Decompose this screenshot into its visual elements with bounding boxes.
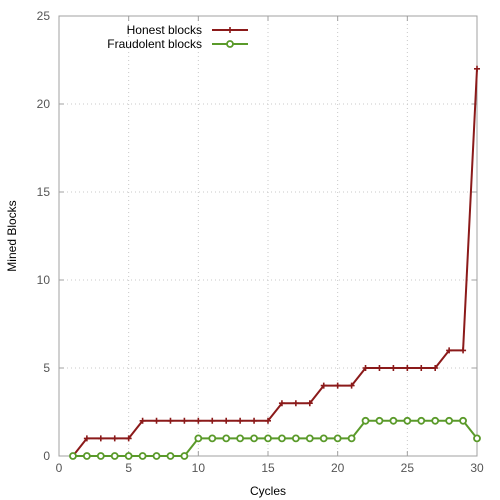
data-point — [209, 417, 216, 424]
data-point — [390, 365, 397, 371]
data-point — [124, 452, 133, 460]
data-point — [291, 434, 300, 443]
data-point — [375, 416, 384, 425]
y-tick-label: 25 — [37, 9, 51, 23]
data-point — [361, 416, 370, 425]
data-point — [181, 417, 188, 424]
data-point — [459, 416, 467, 425]
data-point — [278, 434, 286, 443]
data-point — [265, 417, 271, 424]
data-point — [96, 452, 105, 460]
data-point — [446, 347, 453, 354]
data-point — [305, 434, 314, 443]
data-point — [180, 452, 189, 460]
data-point — [139, 417, 146, 424]
data-point — [474, 65, 480, 72]
data-point — [320, 382, 327, 389]
data-point — [82, 452, 91, 460]
data-point — [348, 382, 355, 389]
x-tick-label: 0 — [56, 461, 63, 475]
data-point — [431, 416, 440, 425]
legend-marker — [227, 27, 233, 33]
y-tick-label: 20 — [37, 97, 51, 111]
legend-label: Fraudolent blocks — [107, 37, 202, 51]
data-point — [250, 434, 258, 443]
data-point — [236, 434, 245, 443]
data-point — [264, 434, 272, 443]
data-point — [69, 452, 77, 460]
data-point — [404, 365, 411, 371]
y-axis-label: Mined Blocks — [5, 200, 19, 271]
legend-marker — [226, 40, 234, 48]
data-point — [111, 435, 118, 442]
data-point — [347, 434, 356, 443]
data-point — [208, 434, 217, 443]
x-tick-label: 15 — [261, 461, 275, 475]
data-point — [389, 416, 398, 425]
series-layer — [69, 65, 481, 460]
data-point — [306, 400, 313, 407]
data-point — [125, 435, 132, 442]
data-point — [432, 365, 439, 371]
data-point — [473, 434, 481, 443]
data-point — [319, 434, 328, 443]
data-point — [195, 417, 202, 424]
series-line — [72, 68, 478, 457]
data-point — [237, 417, 244, 424]
grid — [59, 16, 477, 456]
data-point — [445, 416, 454, 425]
data-point — [251, 417, 258, 424]
data-point — [418, 365, 425, 371]
data-point — [110, 452, 119, 460]
legend-label: Honest blocks — [127, 23, 202, 37]
series-honest-blocks — [69, 65, 480, 459]
x-tick-label: 30 — [470, 461, 484, 475]
data-point — [417, 416, 426, 425]
data-point — [83, 435, 90, 442]
data-point — [278, 400, 285, 407]
x-tick-label: 5 — [125, 461, 132, 475]
data-point — [194, 434, 203, 443]
series-line — [72, 419, 478, 457]
data-point — [376, 365, 383, 371]
data-point — [167, 417, 174, 424]
data-point — [460, 347, 467, 354]
data-point — [152, 452, 161, 460]
y-tick-label: 10 — [37, 273, 51, 287]
x-tick-label: 25 — [401, 461, 415, 475]
data-point — [138, 452, 147, 460]
data-point — [166, 452, 175, 460]
data-point — [333, 434, 342, 443]
data-point — [403, 416, 412, 425]
series-fraudolent-blocks — [69, 416, 481, 460]
y-tick-label: 0 — [43, 449, 50, 463]
axis-ticks: 0 5 10 15 20 25 30 0 5 10 15 20 25 — [37, 9, 484, 475]
data-point — [292, 400, 299, 407]
x-axis-label: Cycles — [250, 484, 286, 498]
data-point — [223, 417, 230, 424]
data-point — [97, 435, 104, 442]
x-tick-label: 10 — [192, 461, 206, 475]
data-point — [334, 382, 341, 389]
y-tick-label: 15 — [37, 185, 51, 199]
data-point — [362, 365, 369, 371]
x-tick-label: 20 — [331, 461, 345, 475]
data-point — [222, 434, 231, 443]
data-point — [153, 417, 160, 424]
y-tick-label: 5 — [43, 361, 50, 375]
